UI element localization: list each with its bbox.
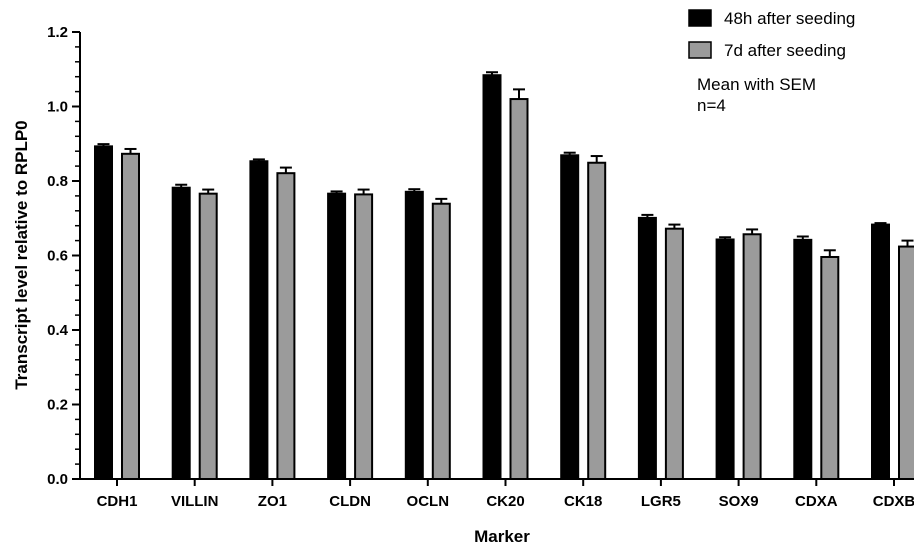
bars-layer <box>94 71 914 481</box>
bar-cdh1-48h <box>94 145 113 480</box>
bar-cdxb-7d <box>898 245 914 480</box>
bar-ck18-48h <box>560 154 580 481</box>
x-tick-label-cdxa: CDXA <box>795 493 838 510</box>
bar-lgr5-48h <box>637 216 657 480</box>
x-tick-label-cldn: CLDN <box>329 493 371 510</box>
y-tick-label: 1.0 <box>47 99 68 116</box>
y-tick-label: 1.2 <box>47 24 68 41</box>
bar-lgr5-7d <box>664 227 684 480</box>
legend-note-mean-sem: Mean with SEM <box>697 75 816 94</box>
x-tick-label-ck18: CK18 <box>564 493 602 510</box>
legend: 48h after seeding 7d after seeding Mean … <box>688 9 855 115</box>
y-tick-label: 0.0 <box>47 471 68 488</box>
x-tick-label-lgr5: LGR5 <box>641 493 681 510</box>
y-axis-title: Transcript level relative to RPLP0 <box>12 120 31 389</box>
y-tick-label: 0.2 <box>47 397 68 414</box>
x-tick-label-ck20: CK20 <box>486 493 524 510</box>
bar-zo1-48h <box>249 160 269 480</box>
bar-ocln-48h <box>404 190 424 481</box>
bar-villin-7d <box>198 192 218 480</box>
bar-ck20-7d <box>509 98 529 481</box>
legend-swatch-7d <box>688 41 712 59</box>
x-tick-label-zo1: ZO1 <box>258 493 287 510</box>
y-tick-label: 0.4 <box>47 322 69 339</box>
bar-sox9-7d <box>742 233 762 480</box>
legend-label-48h: 48h after seeding <box>724 9 855 28</box>
bar-ck18-7d <box>587 161 607 480</box>
bar-sox9-48h <box>715 238 735 480</box>
legend-swatch-48h <box>688 9 712 27</box>
bar-cldn-48h <box>327 192 347 480</box>
bar-cdxa-7d <box>820 255 840 480</box>
bar-cldn-7d <box>354 193 374 480</box>
bar-villin-48h <box>171 186 191 481</box>
x-tick-label-villin: VILLIN <box>171 493 219 510</box>
legend-label-7d: 7d after seeding <box>724 41 846 60</box>
y-tick-label: 0.8 <box>47 173 68 190</box>
labels-layer: 0.0 0.2 0.4 0.6 0.8 1.0 1.2 CDH1 VILLIN ZO1 CLDN OC… <box>47 24 914 510</box>
x-tick-label-ocln: OCLN <box>407 493 450 510</box>
bar-zo1-7d <box>276 172 296 481</box>
bar-cdxb-48h <box>871 223 890 480</box>
bar-ck20-48h <box>482 74 502 481</box>
x-tick-label-cdxb: CDXB <box>873 493 914 510</box>
bar-cdh1-7d <box>121 152 140 480</box>
x-axis-title: Marker <box>474 527 530 546</box>
bar-ocln-7d <box>431 202 451 480</box>
legend-note-n: n=4 <box>697 96 726 115</box>
y-tick-label: 0.6 <box>47 248 68 265</box>
bar-cdxa-48h <box>793 238 813 480</box>
x-tick-label-sox9: SOX9 <box>719 493 759 510</box>
x-tick-label-cdh1: CDH1 <box>97 493 138 510</box>
